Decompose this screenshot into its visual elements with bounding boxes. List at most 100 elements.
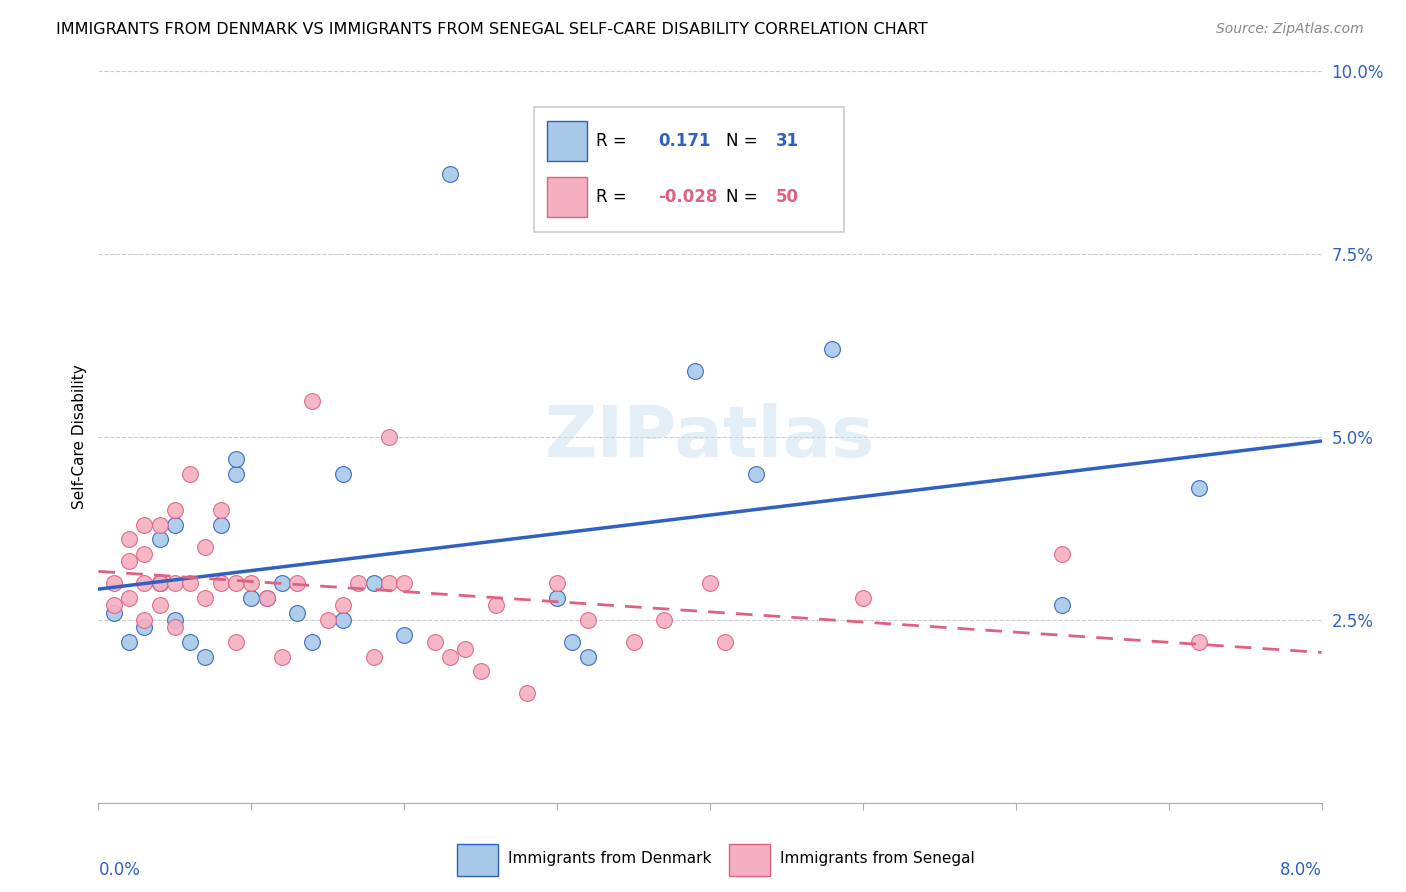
Point [163, 517, 186, 532]
Point [301, 635, 323, 649]
Point [194, 591, 217, 605]
Point [225, 576, 247, 591]
Point [209, 503, 232, 517]
Text: Immigrants from Senegal: Immigrants from Senegal [779, 851, 974, 866]
Point [439, 649, 461, 664]
Point [363, 649, 385, 664]
Text: R =: R = [596, 188, 627, 206]
Text: N =: N = [725, 132, 758, 150]
Text: IMMIGRANTS FROM DENMARK VS IMMIGRANTS FROM SENEGAL SELF-CARE DISABILITY CORRELAT: IMMIGRANTS FROM DENMARK VS IMMIGRANTS FR… [56, 22, 928, 37]
Point [301, 393, 323, 408]
Point [149, 533, 172, 547]
FancyBboxPatch shape [547, 177, 586, 217]
Point [454, 642, 477, 657]
Point [225, 452, 247, 467]
Point [179, 576, 201, 591]
Point [118, 554, 141, 568]
Point [225, 467, 247, 481]
Point [1050, 599, 1073, 613]
Point [623, 635, 645, 649]
Text: 31: 31 [776, 132, 799, 150]
Point [470, 664, 492, 678]
Point [118, 591, 141, 605]
Point [316, 613, 339, 627]
Point [576, 649, 599, 664]
Point [256, 591, 278, 605]
Text: Source: ZipAtlas.com: Source: ZipAtlas.com [1216, 22, 1364, 37]
Point [149, 576, 172, 591]
FancyBboxPatch shape [728, 844, 770, 876]
Point [163, 613, 186, 627]
Point [270, 649, 294, 664]
Point [332, 613, 354, 627]
Point [225, 635, 247, 649]
Text: 0.171: 0.171 [658, 132, 710, 150]
Point [118, 533, 141, 547]
Point [103, 606, 125, 620]
Text: 8.0%: 8.0% [1279, 862, 1322, 880]
Point [179, 635, 201, 649]
Point [134, 517, 156, 532]
Point [240, 591, 263, 605]
Point [699, 576, 721, 591]
Text: Immigrants from Denmark: Immigrants from Denmark [508, 851, 711, 866]
Point [240, 576, 263, 591]
FancyBboxPatch shape [547, 120, 586, 161]
FancyBboxPatch shape [457, 844, 498, 876]
Text: ZIPatlas: ZIPatlas [546, 402, 875, 472]
Point [134, 620, 156, 634]
Point [1188, 635, 1211, 649]
Point [149, 517, 172, 532]
Point [1050, 547, 1073, 561]
Text: R =: R = [596, 132, 627, 150]
Point [179, 467, 201, 481]
Point [561, 635, 583, 649]
Point [347, 576, 370, 591]
Text: 50: 50 [776, 188, 799, 206]
Point [652, 613, 675, 627]
Text: 0.0%: 0.0% [98, 862, 141, 880]
Point [745, 467, 768, 481]
Point [378, 576, 401, 591]
Point [134, 613, 156, 627]
Point [194, 540, 217, 554]
Point [149, 599, 172, 613]
Point [439, 167, 461, 181]
Point [209, 576, 232, 591]
Point [285, 606, 308, 620]
Point [163, 576, 186, 591]
Point [546, 576, 568, 591]
Point [103, 576, 125, 591]
Point [423, 635, 446, 649]
Point [378, 430, 401, 444]
Point [363, 576, 385, 591]
Point [516, 686, 538, 700]
Point [149, 576, 172, 591]
Y-axis label: Self-Care Disability: Self-Care Disability [72, 365, 87, 509]
Point [683, 364, 706, 378]
Point [118, 635, 141, 649]
Point [852, 591, 875, 605]
Point [209, 517, 232, 532]
Point [194, 649, 217, 664]
Point [546, 591, 568, 605]
Point [270, 576, 294, 591]
Point [134, 576, 156, 591]
Point [392, 576, 416, 591]
Point [163, 620, 186, 634]
Point [256, 591, 278, 605]
Point [285, 576, 308, 591]
Point [103, 599, 125, 613]
Point [1188, 481, 1211, 495]
Point [332, 467, 354, 481]
Point [149, 576, 172, 591]
Point [332, 599, 354, 613]
Point [714, 635, 737, 649]
Point [134, 547, 156, 561]
Point [576, 613, 599, 627]
Point [392, 627, 416, 641]
Point [485, 599, 508, 613]
Text: N =: N = [725, 188, 758, 206]
Point [821, 343, 844, 357]
Point [163, 503, 186, 517]
